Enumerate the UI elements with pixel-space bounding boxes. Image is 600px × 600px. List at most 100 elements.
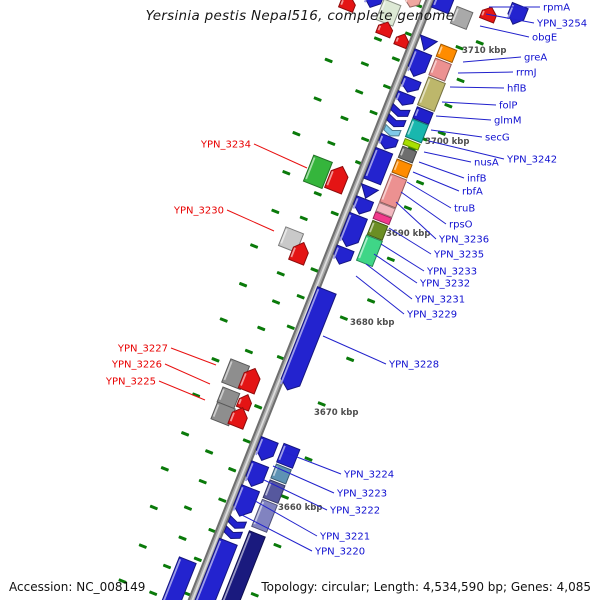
gene-label-infB[interactable]: infB <box>467 174 487 185</box>
gene-label-YPN_3242[interactable]: YPN_3242 <box>506 155 557 166</box>
gene-label-rpmA[interactable]: rpmA <box>543 3 570 14</box>
gene-glyph[interactable] <box>351 195 375 218</box>
gene-hflB[interactable] <box>416 76 446 113</box>
gene-glyph[interactable] <box>430 0 455 15</box>
minor-tick <box>292 131 301 137</box>
gene-label-YPN_3227[interactable]: YPN_3227 <box>117 344 168 355</box>
gene-label-YPN_3230[interactable]: YPN_3230 <box>173 206 224 217</box>
leader-line <box>418 161 465 179</box>
gene-YPN_3223[interactable] <box>262 479 286 505</box>
gene-label-YPN_3221[interactable]: YPN_3221 <box>319 532 370 543</box>
gene-label-YPN_3232[interactable]: YPN_3232 <box>419 279 470 290</box>
gene-label-hflB[interactable]: hflB <box>507 84 527 95</box>
gene-highlight <box>365 149 378 177</box>
minor-tick <box>149 590 158 596</box>
leader-line <box>365 263 413 300</box>
minor-tick <box>254 404 263 410</box>
gene-label-YPN_3229[interactable]: YPN_3229 <box>406 310 457 321</box>
gene-secG[interactable] <box>402 137 421 151</box>
leader-line <box>253 143 308 169</box>
gene-glyph[interactable] <box>390 102 411 120</box>
gene-YPN_3221[interactable] <box>200 530 266 600</box>
gene-highlight <box>326 170 334 186</box>
minor-tick <box>327 140 336 146</box>
minor-tick <box>138 543 147 549</box>
gene-label-YPN_3231[interactable]: YPN_3231 <box>414 295 465 306</box>
gene-glyph[interactable] <box>372 211 393 226</box>
minor-tick <box>361 136 370 143</box>
gene-label-YPN_3226[interactable]: YPN_3226 <box>111 360 162 371</box>
gene-YPN_3235[interactable] <box>355 234 383 268</box>
gene-label-glmM[interactable]: glmM <box>494 116 522 127</box>
gene-label-YPN_3223[interactable]: YPN_3223 <box>336 489 387 500</box>
gene-glyph[interactable] <box>331 244 355 267</box>
gene-label-truB[interactable]: truB <box>454 204 475 215</box>
gene-label-YPN_3236[interactable]: YPN_3236 <box>438 235 489 246</box>
minor-tick <box>211 357 220 363</box>
gene-glyph[interactable] <box>399 75 422 96</box>
gene-glyph[interactable] <box>403 0 423 10</box>
gene-glyph[interactable] <box>323 163 351 195</box>
minor-tick <box>299 215 308 222</box>
leader-line <box>272 465 335 494</box>
minor-tick <box>475 40 484 46</box>
gene-glyph[interactable] <box>223 525 244 542</box>
gene-glyph[interactable] <box>227 514 248 532</box>
gene-glyph[interactable] <box>377 132 399 153</box>
gene-glyph[interactable] <box>357 182 380 202</box>
gene-label-rpsO[interactable]: rpsO <box>449 220 473 231</box>
gene-infB[interactable] <box>379 173 408 209</box>
gene-glyph[interactable] <box>362 0 385 11</box>
minor-tick <box>282 170 291 176</box>
gene-label-obgE[interactable]: obgE <box>532 33 557 44</box>
minor-tick <box>444 103 453 109</box>
gene-highlight <box>433 0 440 6</box>
gene-label-folP[interactable]: folP <box>499 101 517 112</box>
gene-highlight <box>264 481 272 496</box>
gene-label-YPN_3225[interactable]: YPN_3225 <box>105 377 156 388</box>
gene-glyph[interactable] <box>178 537 238 600</box>
gene-YPN_3234[interactable] <box>302 154 333 190</box>
gene-glyph[interactable] <box>394 90 416 109</box>
gene-label-YPN_3235[interactable]: YPN_3235 <box>433 250 484 261</box>
gene-YPN_3222[interactable] <box>251 498 278 533</box>
gene-glyph[interactable] <box>375 0 402 27</box>
gene-glyph[interactable] <box>385 113 407 130</box>
gene-glyph[interactable] <box>363 146 394 186</box>
gene-glyph[interactable] <box>288 240 312 266</box>
gene-glyph[interactable] <box>227 405 250 430</box>
gene-highlight <box>203 532 252 600</box>
minor-tick <box>382 84 392 90</box>
gene-label-greA[interactable]: greA <box>524 53 547 64</box>
gene-highlight <box>369 222 375 233</box>
gene-YPN_3228[interactable] <box>278 286 337 394</box>
minor-tick <box>271 208 280 215</box>
gene-label-YPN_3228[interactable]: YPN_3228 <box>388 360 439 371</box>
minor-tick <box>160 466 169 472</box>
gene-label-YPN_3234[interactable]: YPN_3234 <box>200 140 251 151</box>
gene-highlight <box>430 60 438 74</box>
gene-label-YPN_3220[interactable]: YPN_3220 <box>314 547 365 558</box>
minor-tick <box>271 299 281 305</box>
gene-glyph[interactable] <box>375 201 396 218</box>
gene-label-secG[interactable]: secG <box>485 133 510 144</box>
gene-label-rbfA[interactable]: rbfA <box>462 187 483 198</box>
minor-tick <box>178 535 187 541</box>
gene-label-rrmJ[interactable]: rrmJ <box>516 68 537 79</box>
gene-highlight <box>305 157 316 180</box>
gene-label-YPN_3224[interactable]: YPN_3224 <box>343 470 394 481</box>
leader-line <box>457 71 514 74</box>
gene-glyph[interactable] <box>237 365 263 395</box>
gene-glyph[interactable] <box>416 34 439 54</box>
gene-glyph[interactable] <box>149 556 197 600</box>
minor-tick <box>238 281 248 288</box>
leader-line <box>249 497 318 537</box>
gene-label-YPN_3233[interactable]: YPN_3233 <box>426 267 477 278</box>
gene-glyph[interactable] <box>383 123 402 139</box>
gene-label-nusA[interactable]: nusA <box>474 158 499 169</box>
minor-tick <box>386 256 395 262</box>
gene-label-YPN_3254[interactable]: YPN_3254 <box>536 19 587 30</box>
minor-tick <box>360 61 369 67</box>
leader-line <box>485 13 535 24</box>
gene-label-YPN_3222[interactable]: YPN_3222 <box>329 506 380 517</box>
